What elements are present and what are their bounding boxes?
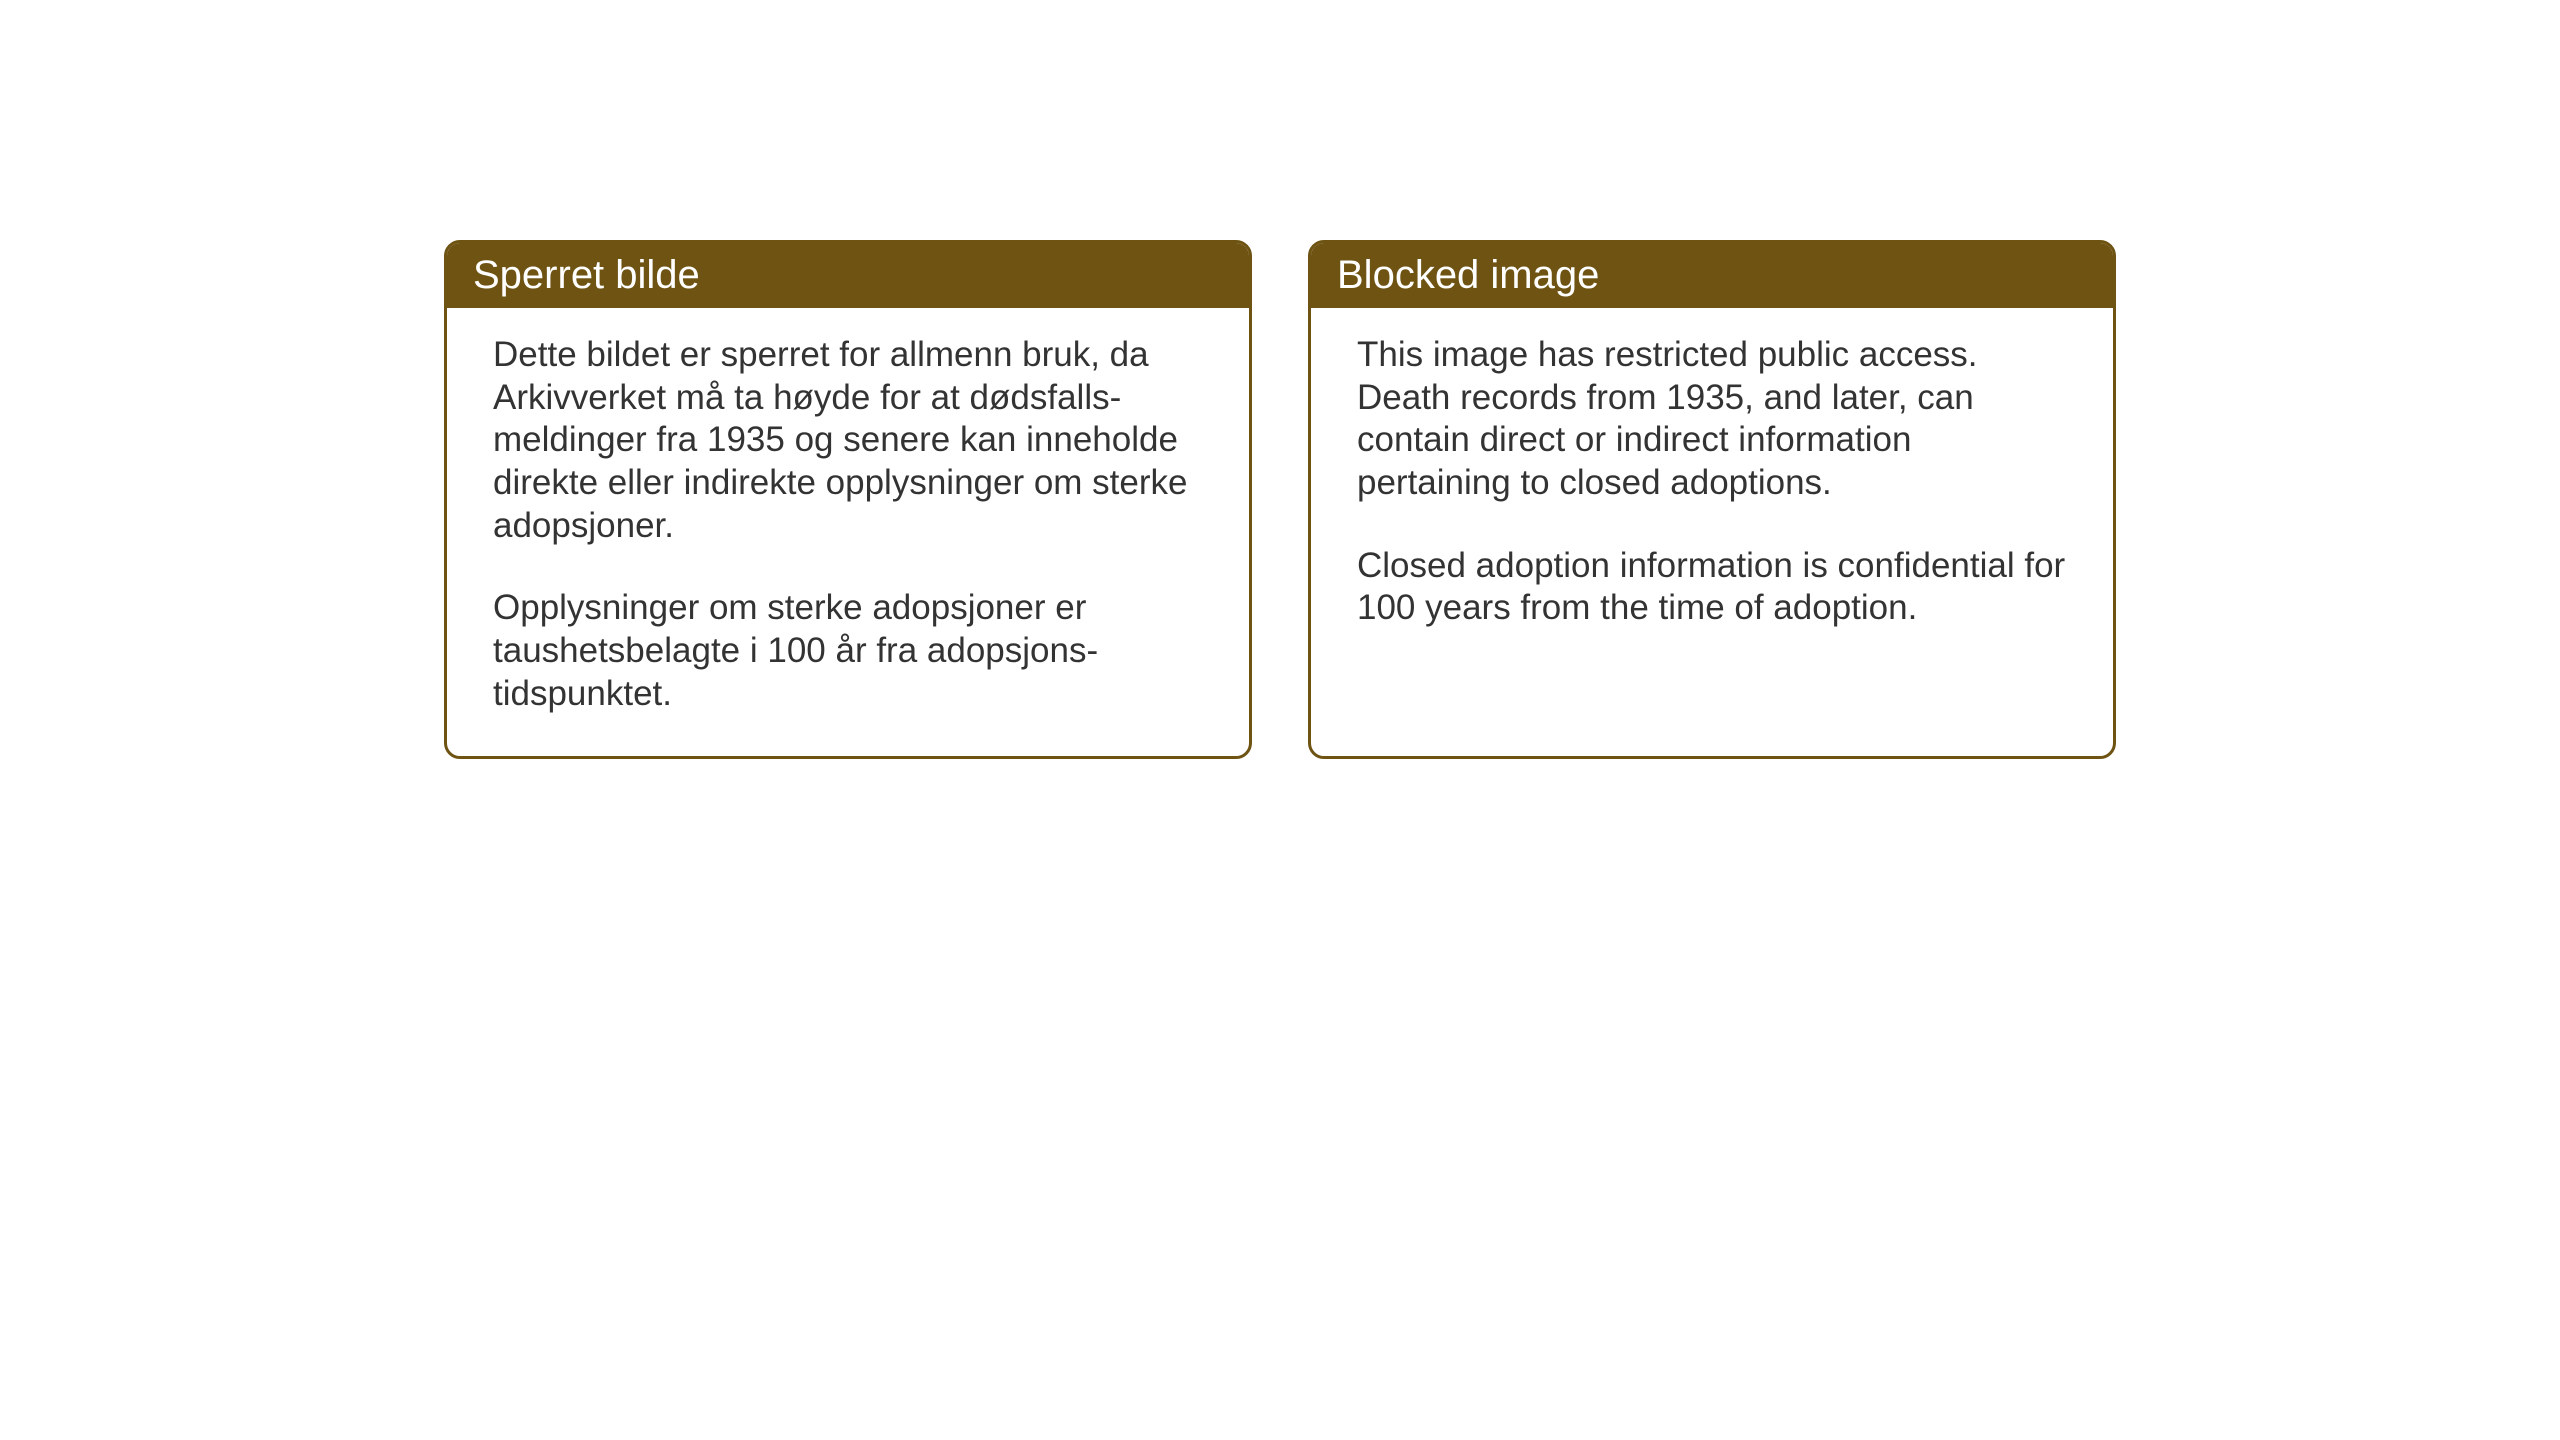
info-paragraph-norwegian-2: Opplysninger om sterke adopsjoner er tau… bbox=[493, 587, 1203, 715]
info-container: Sperret bilde Dette bildet er sperret fo… bbox=[444, 240, 2116, 759]
info-box-body-norwegian: Dette bildet er sperret for allmenn bruk… bbox=[447, 308, 1249, 756]
info-box-body-english: This image has restricted public access.… bbox=[1311, 308, 2113, 670]
info-box-header-english: Blocked image bbox=[1311, 243, 2113, 308]
info-box-english: Blocked image This image has restricted … bbox=[1308, 240, 2116, 759]
info-box-norwegian: Sperret bilde Dette bildet er sperret fo… bbox=[444, 240, 1252, 759]
info-paragraph-norwegian-1: Dette bildet er sperret for allmenn bruk… bbox=[493, 334, 1203, 547]
info-box-header-norwegian: Sperret bilde bbox=[447, 243, 1249, 308]
info-paragraph-english-2: Closed adoption information is confident… bbox=[1357, 545, 2067, 630]
info-paragraph-english-1: This image has restricted public access.… bbox=[1357, 334, 2067, 505]
